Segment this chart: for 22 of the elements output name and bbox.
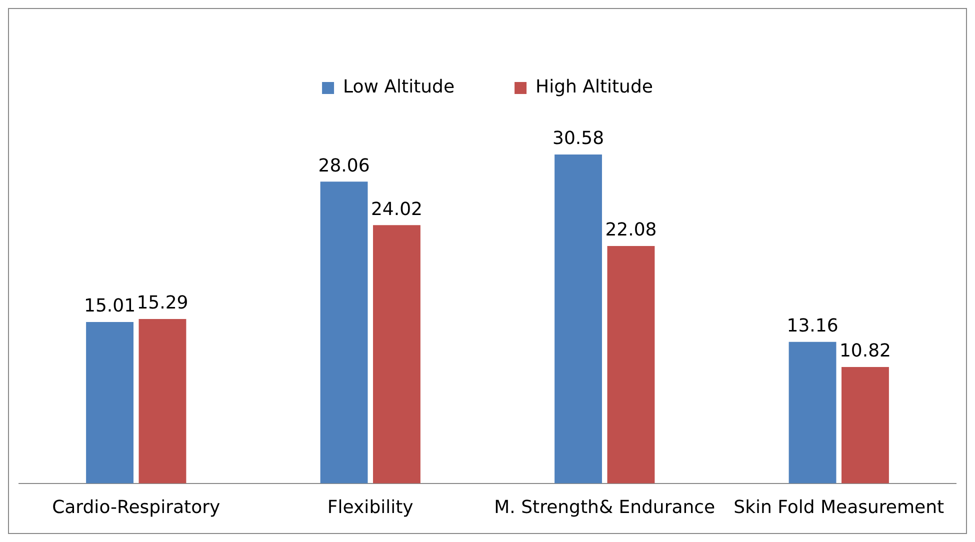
bar [842, 367, 889, 484]
data-label: 15.29 [136, 292, 188, 314]
x-tick-label: Skin Fold Measurement [734, 496, 944, 518]
legend-label: Low Altitude [343, 76, 455, 98]
x-tick-label: Cardio-Respiratory [52, 496, 221, 518]
bar [554, 154, 602, 484]
data-label: 10.82 [839, 340, 891, 362]
data-label: 15.01 [84, 296, 136, 317]
data-label: 30.58 [552, 128, 604, 150]
bar [607, 246, 655, 484]
data-label: 13.16 [786, 316, 838, 337]
bar [320, 182, 368, 484]
bar [788, 342, 836, 484]
data-label: 24.02 [370, 198, 422, 220]
x-tick-label: Flexibility [327, 496, 414, 518]
data-label: 22.08 [605, 220, 657, 241]
data-label: 28.06 [318, 155, 370, 176]
legend-label: High Altitude [536, 76, 653, 98]
bar [138, 318, 186, 484]
x-tick-label: M. Strength& Endurance [494, 496, 716, 518]
bar [373, 225, 420, 484]
bar [86, 322, 134, 484]
